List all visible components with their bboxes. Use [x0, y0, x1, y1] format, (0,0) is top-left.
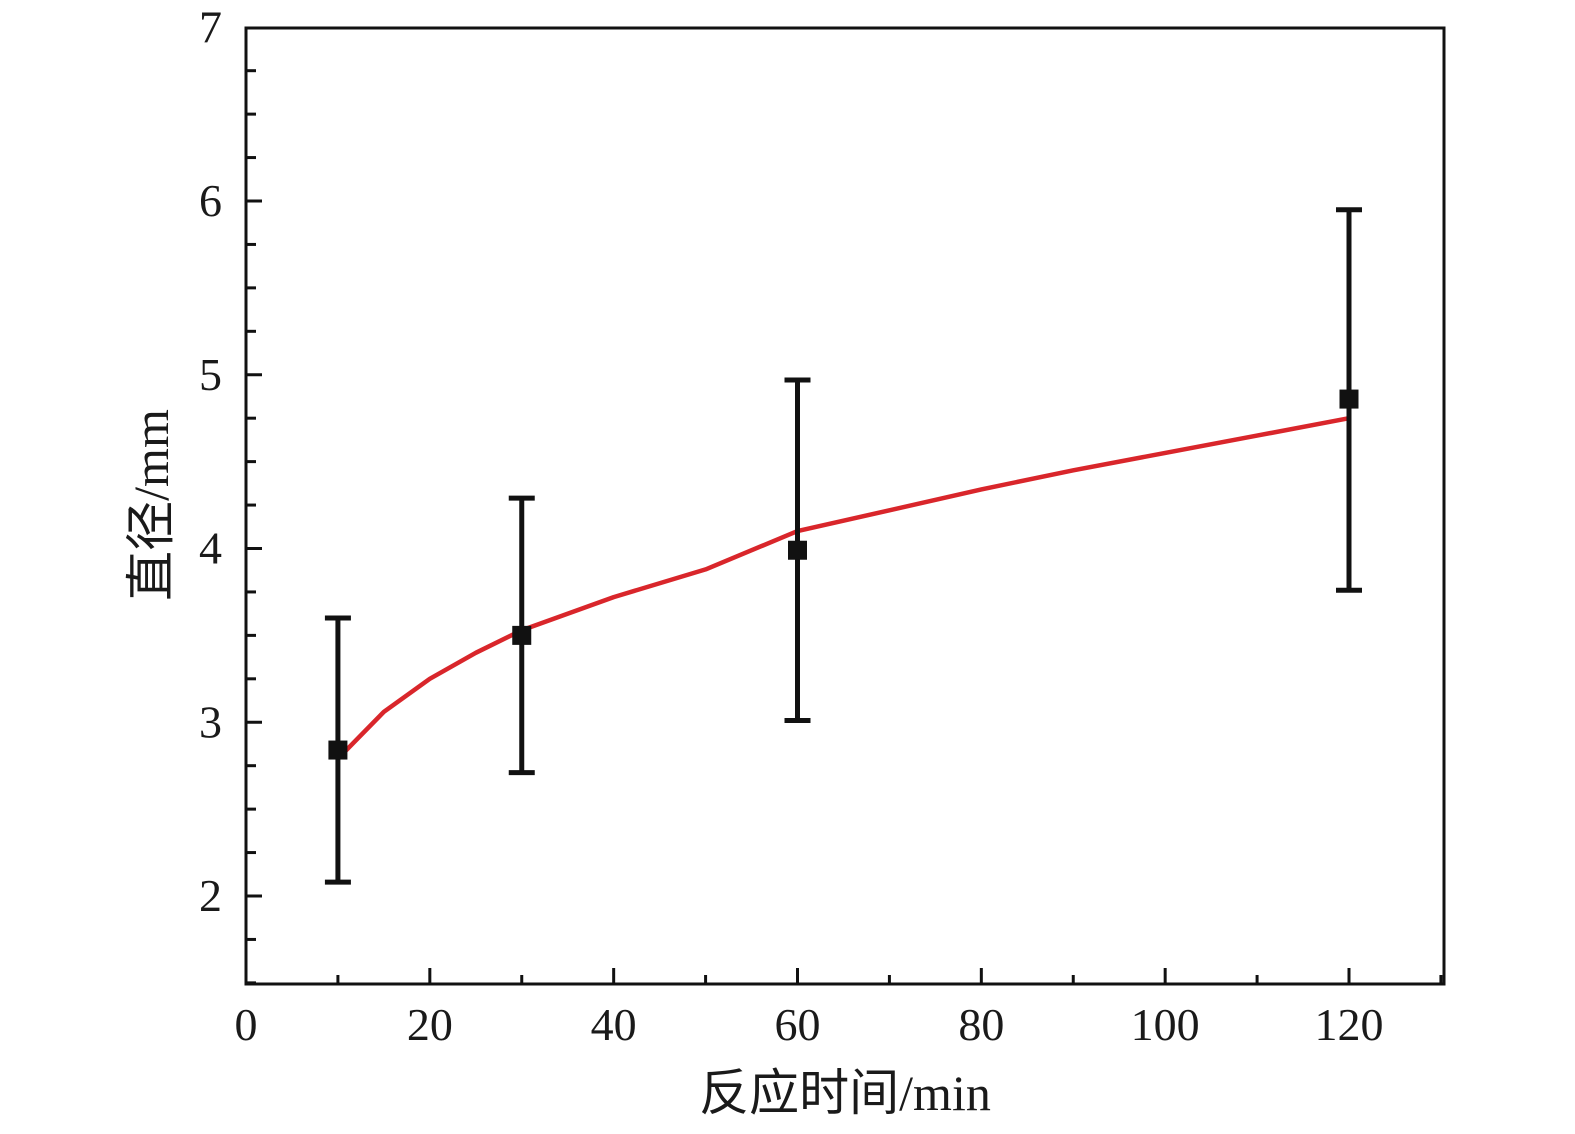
- x-tick-label: 80: [958, 999, 1004, 1050]
- x-tick-label: 120: [1315, 999, 1384, 1050]
- x-tick-label: 0: [235, 999, 258, 1050]
- data-point: [328, 740, 348, 760]
- x-tick-label: 20: [407, 999, 453, 1050]
- y-tick-label: 4: [199, 523, 222, 574]
- data-point: [512, 625, 532, 645]
- plot-frame: [244, 26, 1446, 986]
- data-point: [788, 540, 807, 560]
- fit-curve-layer: [335, 415, 1352, 761]
- data-points-layer: [328, 389, 1359, 760]
- y-tick-label: 3: [199, 696, 222, 747]
- y-tick-label: 5: [199, 349, 222, 400]
- axis-ticks: [246, 69, 1443, 985]
- tick-labels: 0 20 40 60 80 100 120 2 3 4 5 6 7: [199, 1, 1384, 1050]
- x-tick-label: 60: [775, 999, 821, 1050]
- x-tick-label: 100: [1131, 999, 1200, 1050]
- y-tick-label: 6: [199, 175, 222, 226]
- y-axis-label: 直径/mm: [123, 409, 179, 601]
- y-tick-label: 7: [199, 1, 222, 52]
- data-point: [1339, 389, 1359, 409]
- x-tick-label: 40: [591, 999, 637, 1050]
- y-tick-label: 2: [199, 870, 222, 921]
- x-axis-label: 反应时间/min: [699, 1065, 991, 1121]
- error-bars-layer: [324, 207, 1362, 885]
- fit-curve: [335, 415, 1352, 761]
